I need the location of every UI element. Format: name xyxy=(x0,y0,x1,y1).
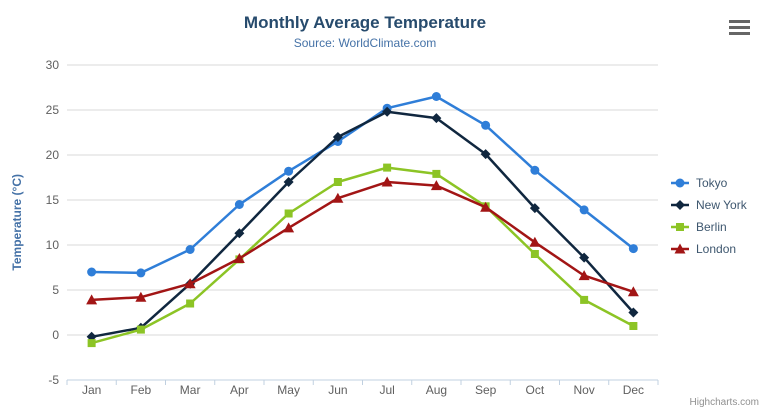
x-axis-label: Sep xyxy=(474,383,497,397)
data-point-marker xyxy=(184,278,196,289)
series-line xyxy=(90,166,635,345)
legend: Tokyo New York Berlin London xyxy=(671,172,747,260)
data-point-marker xyxy=(629,322,638,330)
data-point-marker xyxy=(529,236,541,247)
legend-item-new-york[interactable]: New York xyxy=(671,194,747,216)
data-point-marker xyxy=(333,178,342,186)
data-point-marker xyxy=(186,299,195,308)
square-legend-icon xyxy=(671,223,689,231)
data-point-marker xyxy=(431,113,442,124)
data-point-marker xyxy=(234,228,245,239)
data-point-marker xyxy=(233,253,245,263)
data-point-marker xyxy=(480,149,491,160)
data-point-marker xyxy=(530,165,540,175)
hamburger-icon xyxy=(729,20,750,23)
data-point-marker xyxy=(628,244,638,254)
series-new-york xyxy=(86,106,639,342)
data-point-marker xyxy=(628,307,639,318)
highcharts-credit[interactable]: Highcharts.com xyxy=(689,397,759,408)
data-point-marker xyxy=(332,192,344,203)
legend-item-berlin[interactable]: Berlin xyxy=(671,216,747,238)
data-point-marker xyxy=(580,295,589,304)
data-point-marker xyxy=(284,209,293,218)
data-point-marker xyxy=(332,132,343,142)
data-point-marker xyxy=(86,294,98,305)
y-axis-label: 10 xyxy=(45,238,59,252)
legend-item-london[interactable]: London xyxy=(671,238,747,260)
legend-label: New York xyxy=(696,198,747,212)
legend-marker xyxy=(676,223,684,231)
data-point-marker xyxy=(430,180,442,191)
y-axis-label: 0 xyxy=(52,328,59,342)
x-axis-label: Apr xyxy=(230,383,249,397)
diamond-legend-icon xyxy=(671,200,689,210)
series-tokyo xyxy=(87,92,638,278)
legend-label: London xyxy=(696,242,737,256)
chart-subtitle: Source: WorldClimate.com xyxy=(293,36,437,50)
data-point-marker xyxy=(480,201,492,212)
series-line xyxy=(90,110,635,339)
x-axis-label: Dec xyxy=(622,383,645,397)
data-point-marker xyxy=(185,245,195,254)
x-axis-label: Jan xyxy=(81,383,102,397)
legend-label: Berlin xyxy=(696,220,727,234)
data-point-marker xyxy=(579,252,590,263)
hamburger-icon xyxy=(729,32,750,35)
legend-marker xyxy=(675,200,685,210)
triangle-legend-icon xyxy=(671,243,689,254)
data-point-marker xyxy=(381,176,393,187)
export-menu-button[interactable] xyxy=(729,20,750,36)
data-point-marker xyxy=(431,92,441,101)
legend-item-tokyo[interactable]: Tokyo xyxy=(671,172,747,194)
data-point-marker xyxy=(382,106,393,117)
data-point-marker xyxy=(579,205,589,215)
x-axis-label: Jul xyxy=(379,383,395,397)
legend-label: Tokyo xyxy=(696,176,728,190)
circle-legend-icon xyxy=(671,178,689,188)
data-point-marker xyxy=(136,325,145,334)
data-point-marker xyxy=(284,166,294,176)
chart-title: Monthly Average Temperature xyxy=(243,13,487,32)
data-point-marker xyxy=(87,339,96,348)
data-point-marker xyxy=(283,222,295,233)
data-point-marker xyxy=(135,291,147,302)
data-point-marker xyxy=(530,250,539,258)
data-point-marker xyxy=(87,267,97,277)
x-axis-label: Mar xyxy=(179,383,201,397)
x-axis-label: Jun xyxy=(328,383,348,397)
y-axis-label: 30 xyxy=(45,58,59,72)
data-point-marker xyxy=(432,169,441,178)
y-axis-label: 20 xyxy=(45,148,59,162)
y-axis-label: 25 xyxy=(45,103,59,117)
data-point-marker xyxy=(529,203,540,214)
y-axis-label: 5 xyxy=(52,283,59,297)
x-axis-label: Feb xyxy=(130,383,152,397)
data-point-marker xyxy=(234,200,244,209)
data-point-marker xyxy=(627,286,639,297)
data-point-marker xyxy=(283,177,294,187)
data-point-marker xyxy=(383,163,392,172)
series-london xyxy=(86,176,639,305)
hamburger-icon xyxy=(729,26,750,29)
legend-marker xyxy=(675,178,685,188)
data-point-marker xyxy=(136,268,146,278)
y-axis-label: 15 xyxy=(45,193,59,207)
x-axis-label: May xyxy=(277,383,300,397)
x-axis-label: Oct xyxy=(525,383,545,397)
series-line xyxy=(90,95,635,275)
x-axis-label: Nov xyxy=(573,383,595,397)
legend-marker xyxy=(674,243,686,254)
series-line xyxy=(90,180,635,302)
y-axis-label: -5 xyxy=(48,373,59,387)
x-axis-label: Aug xyxy=(425,383,448,397)
data-point-marker xyxy=(481,120,491,130)
data-point-marker xyxy=(578,270,590,281)
